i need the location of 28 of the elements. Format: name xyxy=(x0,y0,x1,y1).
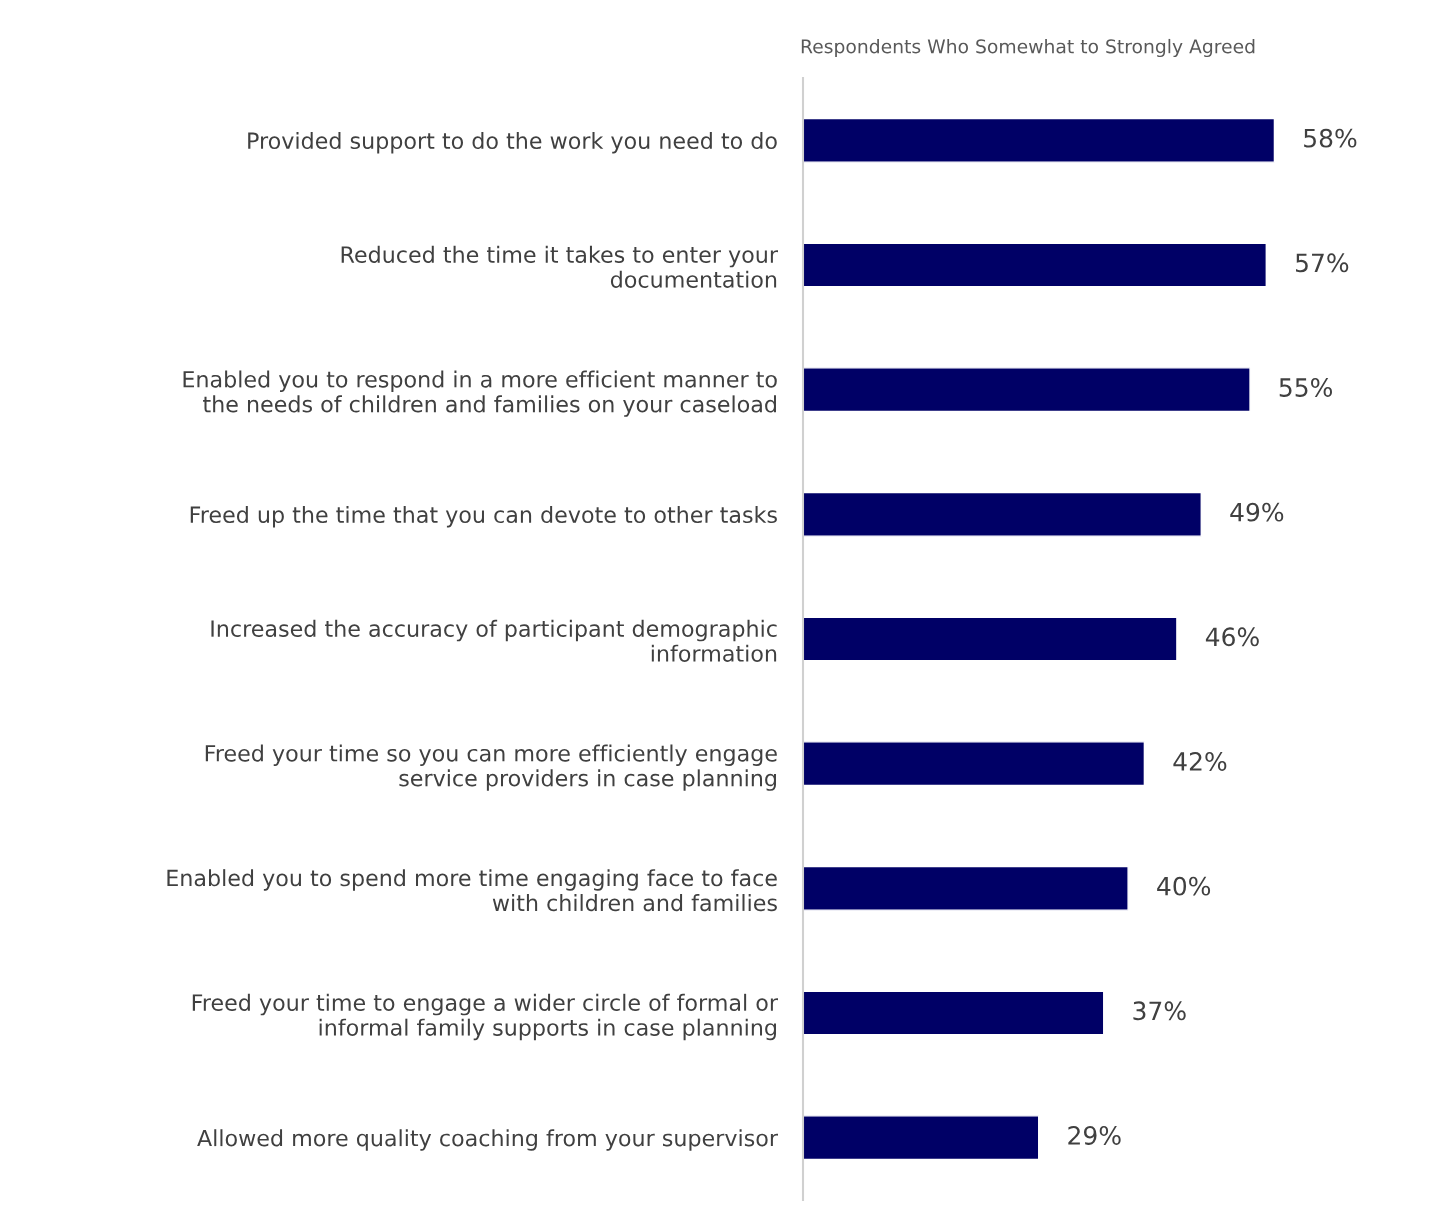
data-label: 40% xyxy=(1157,876,1211,896)
bar xyxy=(803,865,1129,911)
data-label: 29% xyxy=(1068,1126,1121,1145)
y-tick-label: Freed your time so you can more efficiently engage service providers in case planning xyxy=(205,744,777,791)
data-label: 49% xyxy=(1230,502,1284,522)
chart-title: Respondents Who Somewhat to Strongly Agreed xyxy=(801,38,1255,58)
bar xyxy=(803,242,1267,288)
bar xyxy=(803,741,1146,787)
bar xyxy=(803,117,1276,163)
data-label: 46% xyxy=(1205,627,1259,647)
bar xyxy=(803,491,1202,537)
bar xyxy=(803,616,1178,662)
y-tick-label: Enabled you to respond in a more efficient manner to the needs of children and families on your caseload xyxy=(183,370,777,417)
y-tick-label: Enabled you to spend more time engaging face to face with children and families xyxy=(167,869,777,912)
y-tick-label: Freed your time to engage a wider circle of formal or informal family supports in case planning xyxy=(192,993,778,1041)
y-tick-label: Reduced the time it takes to enter your documentation xyxy=(341,245,778,288)
data-label: 42% xyxy=(1173,752,1227,771)
bar xyxy=(803,1115,1040,1161)
data-label: 55% xyxy=(1279,378,1333,397)
data-label: 37% xyxy=(1133,1001,1186,1021)
bar xyxy=(803,367,1251,413)
y-tick-label: Provided support to do the work you need to do xyxy=(248,131,777,154)
y-tick-label: Freed up the time that you can devote to other tasks xyxy=(190,505,777,528)
y-tick-label: Allowed more quality coaching from your supervisor xyxy=(197,1129,778,1151)
bar xyxy=(803,990,1105,1036)
y-tick-label: Increased the accuracy of participant demographic information xyxy=(211,619,777,662)
data-label: 58% xyxy=(1304,128,1357,148)
data-label: 57% xyxy=(1296,253,1349,273)
